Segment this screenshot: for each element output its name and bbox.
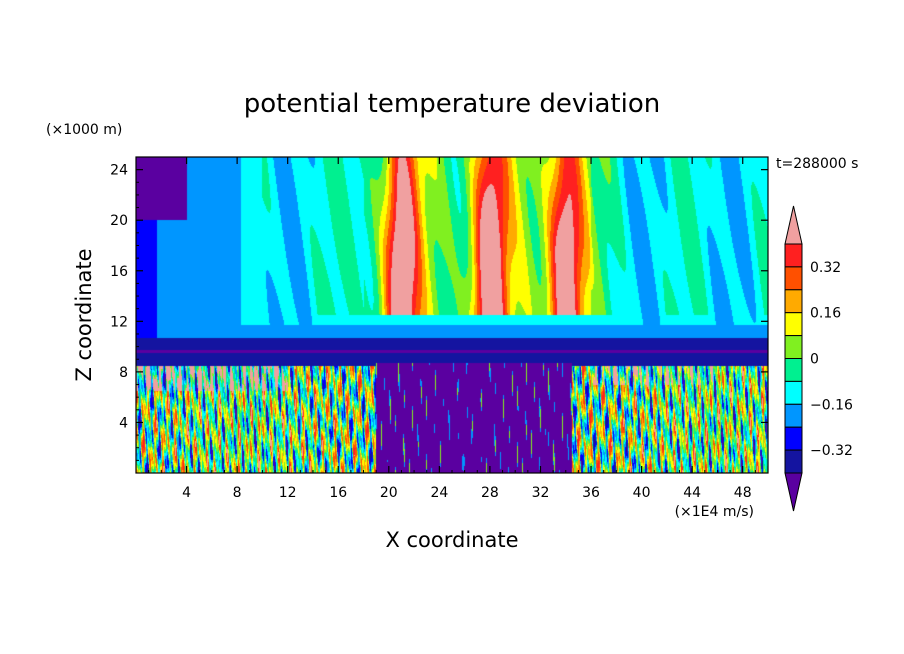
- colorbar-tick-label: −0.16: [810, 397, 853, 413]
- x-tick-label: 12: [279, 485, 297, 501]
- colorbar-bin: [784, 312, 803, 337]
- colorbar-extend-min: [784, 472, 803, 512]
- y-unit-label: (×1000 m): [46, 122, 122, 138]
- colorbar-tick-label: −0.32: [810, 443, 853, 459]
- x-tick-label: 20: [380, 485, 398, 501]
- x-tick-label: 44: [683, 485, 701, 501]
- x-tick-label: 24: [430, 485, 448, 501]
- x-tick-label: 28: [481, 485, 499, 501]
- y-tick-label: 16: [110, 264, 128, 280]
- chart-title: potential temperature deviation: [244, 89, 660, 119]
- colorbar-tick-label: 0: [810, 352, 819, 368]
- colorbar-bin: [784, 243, 803, 268]
- y-axis-label: Z coordinate: [72, 248, 96, 381]
- x-tick-label: 4: [182, 485, 191, 501]
- colorbar-bin: [784, 403, 803, 428]
- colorbar-bin: [784, 335, 803, 360]
- x-tick-label: 48: [734, 485, 752, 501]
- colorbar-bin: [784, 289, 803, 314]
- y-tick-label: 24: [110, 163, 128, 179]
- x-axis-label: X coordinate: [385, 528, 518, 552]
- colorbar-bin: [784, 449, 803, 474]
- colorbar-bin: [784, 266, 803, 291]
- y-tick-label: 20: [110, 213, 128, 229]
- colorbar-bin: [784, 426, 803, 451]
- x-tick-label: 36: [582, 485, 600, 501]
- x-tick-label: 32: [532, 485, 550, 501]
- time-label: t=288000 s: [776, 156, 858, 172]
- x-unit-label: (×1E4 m/s): [675, 504, 754, 520]
- y-tick-label: 4: [119, 415, 128, 431]
- x-tick-label: 8: [233, 485, 242, 501]
- plot-area: [135, 156, 769, 474]
- y-tick-label: 12: [110, 314, 128, 330]
- colorbar: [784, 205, 803, 512]
- y-tick-label: 8: [119, 365, 128, 381]
- colorbar-bin: [784, 358, 803, 382]
- x-axis-ticks: 4 8 12 16 20 24 28 32 36 40 44 48: [148, 157, 756, 501]
- colorbar-tick-label: 0.16: [810, 306, 841, 322]
- colorbar-bin: [784, 380, 803, 405]
- colorbar-labels: 0.32 0.16 0 −0.16 −0.32: [810, 260, 853, 459]
- y-axis-ticks: 4 8 12 16 20 24: [110, 163, 768, 461]
- x-tick-label: 40: [633, 485, 651, 501]
- temperature-field: [136, 157, 768, 473]
- colorbar-tick-label: 0.32: [810, 260, 841, 276]
- x-tick-label: 16: [329, 485, 347, 501]
- colorbar-extend-max: [784, 205, 803, 245]
